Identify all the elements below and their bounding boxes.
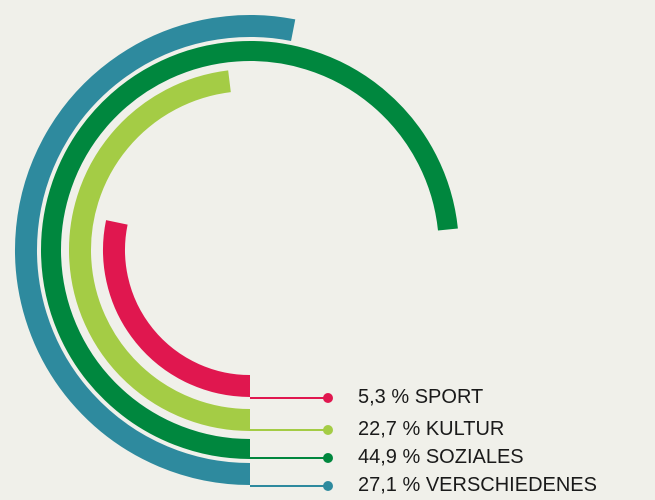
radial-bar [69, 70, 251, 431]
radial-bar [41, 41, 458, 459]
legend-name: SPORT [415, 386, 484, 408]
value-label: 44,9 % [358, 446, 420, 468]
legend-dot [323, 393, 333, 403]
legend-label: 22,7 % KULTUR [358, 418, 504, 440]
legend-dot [323, 481, 333, 491]
value-label: 22,7 % [358, 418, 420, 440]
value-label: 27,1 % [358, 474, 420, 496]
legend-label: 44,9 % SOZIALES [358, 446, 524, 468]
legend-label: 5,3 % SPORT [358, 386, 483, 408]
legend-name: KULTUR [426, 418, 505, 440]
legend-label: 27,1 % VERSCHIEDENES [358, 474, 597, 496]
radial-bar [15, 15, 296, 485]
legend-name: SOZIALES [426, 446, 524, 468]
legend-name: VERSCHIEDENES [426, 474, 597, 496]
legend-dot [323, 425, 333, 435]
radial-bar [103, 220, 251, 397]
legend-dot [323, 453, 333, 463]
value-label: 5,3 % [358, 386, 409, 408]
